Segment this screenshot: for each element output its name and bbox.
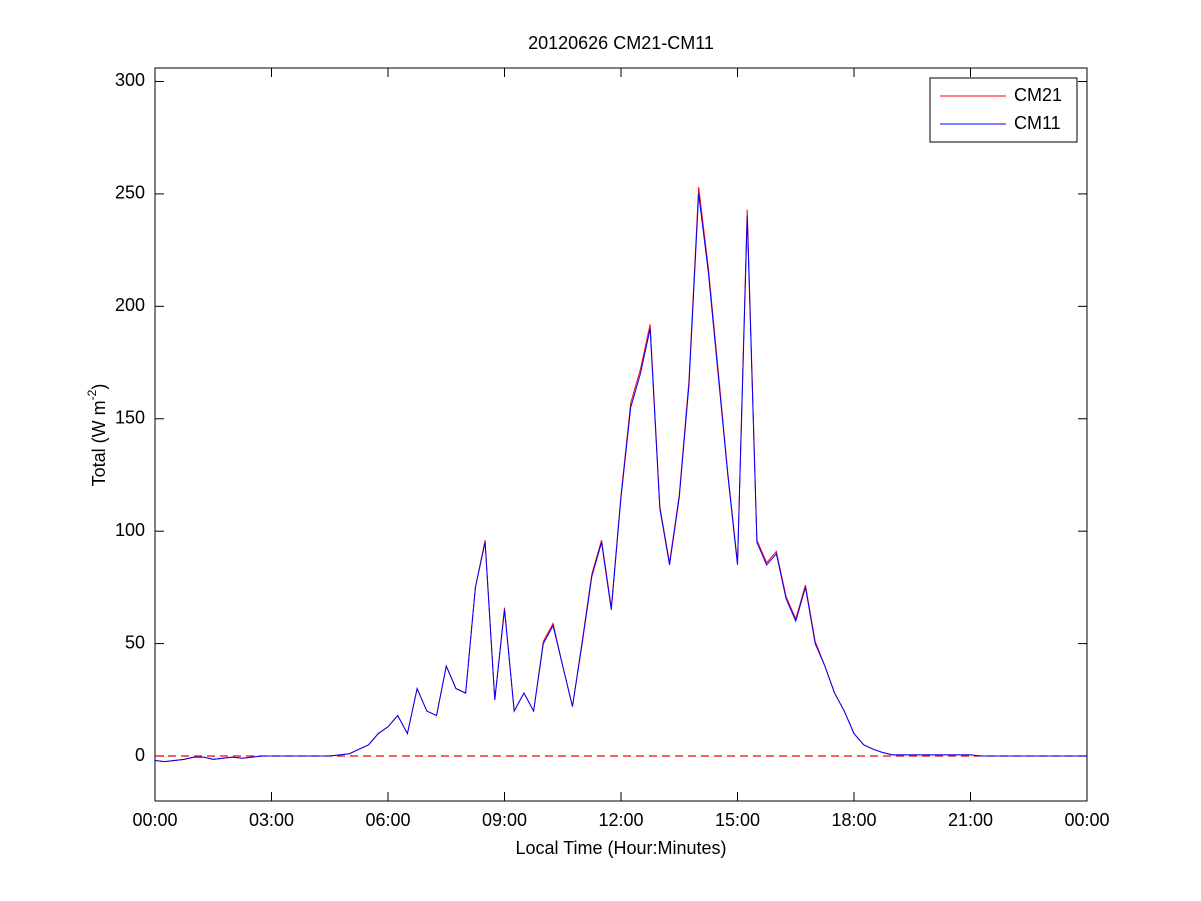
y-label-text: Total (W m [89,400,109,486]
x-axis-label: Local Time (Hour:Minutes) [515,838,726,858]
y-tick-label: 0 [135,745,145,765]
plot-frame [154,67,1088,802]
series-line [154,193,1087,763]
x-tick-label: 15:00 [715,810,760,830]
y-tick-label: 250 [115,183,145,203]
x-tick-label: 03:00 [249,810,294,830]
x-tick-label: 09:00 [482,810,527,830]
legend-label: CM11 [1014,113,1061,133]
y-label-suffix: ) [89,384,109,390]
chart-title: 20120626 CM21-CM11 [528,33,714,53]
y-tick-label: 150 [115,408,145,428]
y-axis-label: Total (W m-2) [85,384,109,487]
legend-box [929,77,1078,143]
y-tick-label: 300 [115,70,145,90]
x-tick-label: 12:00 [598,810,643,830]
x-tick-label: 00:00 [1064,810,1109,830]
legend-label: CM21 [1014,85,1062,105]
y-tick-label: 100 [115,520,145,540]
x-tick-label: 18:00 [831,810,876,830]
x-tick-label: 21:00 [948,810,993,830]
y-tick-label: 200 [115,295,145,315]
y-tick-label: 50 [125,632,145,652]
x-tick-label: 00:00 [132,810,177,830]
y-label-superscript: -2 [85,389,99,400]
x-tick-label: 06:00 [365,810,410,830]
